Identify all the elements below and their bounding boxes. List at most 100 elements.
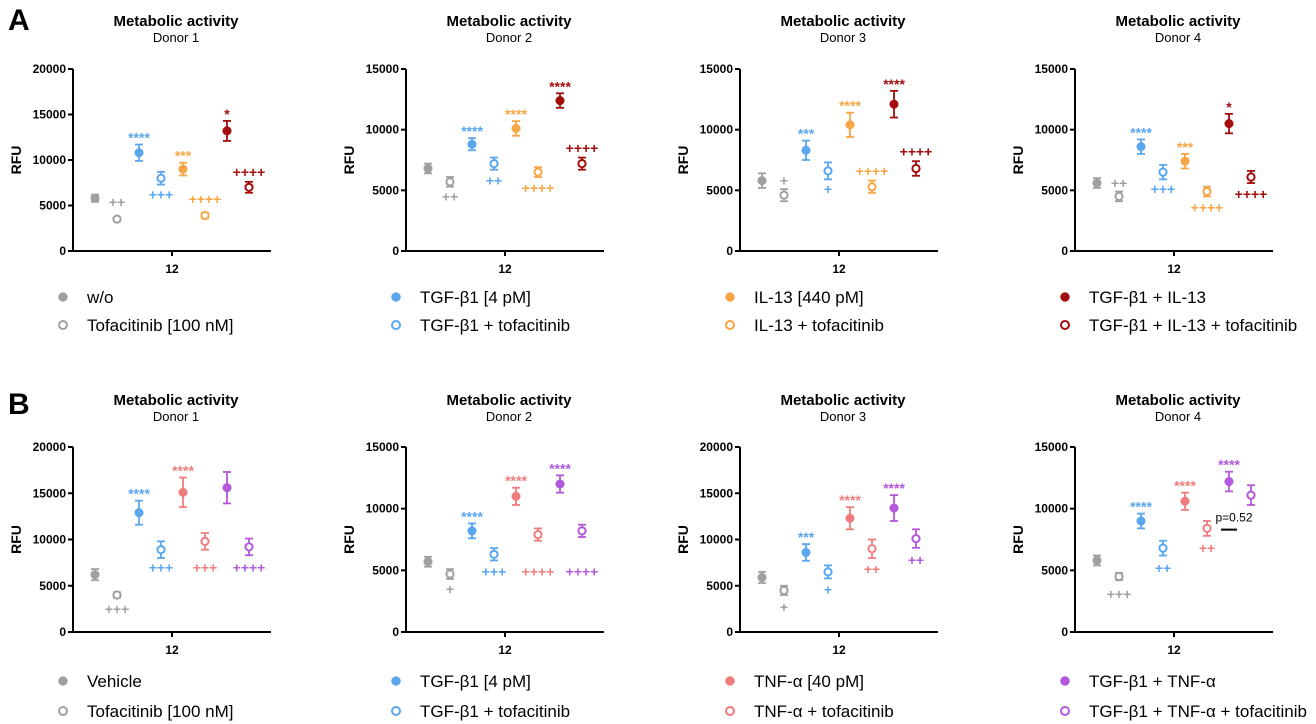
significance-label: ****	[461, 123, 483, 139]
comparison-label: ++++	[522, 180, 555, 196]
data-point	[244, 542, 254, 552]
y-tick-label: 20000	[700, 440, 734, 454]
chart-title: Metabolic activity	[113, 13, 239, 30]
legend-label: TGF-β1 + tofacitinib	[420, 702, 570, 721]
legend-item: Tofacitinib [100 nM]	[58, 702, 233, 721]
chart-title: Metabolic activity	[446, 13, 572, 30]
data-point	[244, 182, 254, 192]
data-point	[445, 177, 455, 187]
data-point	[445, 569, 455, 579]
y-tick-label: 15000	[33, 486, 67, 500]
x-tick-label: 12	[1167, 643, 1181, 657]
comparison-label: ++++	[566, 140, 599, 156]
legend-item: TGF-β1 + tofacitinib	[391, 316, 570, 335]
legend-marker	[58, 676, 68, 686]
data-point	[467, 139, 477, 149]
y-tick-label: 0	[1061, 244, 1068, 258]
data-point	[889, 503, 899, 513]
data-point	[1180, 496, 1190, 506]
y-tick-label: 20000	[33, 440, 67, 454]
y-tick-label: 5000	[39, 579, 66, 593]
data-point	[533, 529, 543, 540]
data-point	[1158, 167, 1168, 177]
chart-title: Metabolic activity	[113, 392, 239, 409]
y-tick-label: 5000	[1041, 563, 1068, 577]
comparison-label: +	[780, 599, 788, 615]
legend-marker	[58, 706, 68, 716]
data-point	[112, 214, 122, 224]
data-point	[1224, 476, 1234, 487]
comparison-label: ++	[908, 552, 924, 568]
y-axis-label: RFU	[1010, 146, 1026, 175]
legend-label: TGF-β1 + IL-13	[1089, 288, 1206, 307]
data-point	[845, 513, 855, 523]
data-point	[1136, 142, 1146, 152]
data-point	[222, 483, 232, 493]
data-point	[200, 536, 210, 546]
comparison-label: ++	[109, 194, 125, 210]
y-tick-label: 5000	[706, 579, 733, 593]
comparison-label: ++++	[900, 144, 933, 160]
y-tick-label: 0	[59, 625, 66, 639]
comparison-label: +++	[193, 559, 218, 575]
data-point	[489, 159, 499, 169]
chart-subtitle: Donor 3	[820, 30, 866, 45]
data-point	[222, 126, 232, 136]
legend-marker	[725, 320, 735, 330]
chart-title: Metabolic activity	[1115, 392, 1241, 409]
y-axis-label: RFU	[675, 146, 691, 175]
legend-marker	[1060, 320, 1070, 330]
chart-subtitle: Donor 3	[820, 409, 866, 424]
comparison-label: ++++	[1235, 186, 1268, 202]
chart-title: Metabolic activity	[446, 392, 572, 409]
chart-title: Metabolic activity	[780, 392, 906, 409]
comparison-label: ++++	[233, 164, 266, 180]
data-point	[178, 164, 188, 174]
y-tick-label: 5000	[372, 183, 399, 197]
significance-label: ***	[798, 126, 815, 142]
significance-label: ****	[505, 106, 527, 122]
significance-label: ****	[505, 473, 527, 489]
data-point	[178, 487, 188, 497]
data-point	[1246, 172, 1256, 182]
data-point	[779, 585, 789, 595]
y-axis-label: RFU	[1010, 525, 1026, 554]
data-point	[867, 182, 877, 192]
comparison-label: +++	[1151, 181, 1176, 197]
data-point	[801, 547, 811, 558]
y-tick-label: 15000	[1035, 440, 1069, 454]
data-point	[511, 123, 521, 134]
legend-label: TNF-α + tofacitinib	[754, 702, 894, 721]
legend-marker	[725, 676, 735, 686]
significance-label: ****	[1174, 478, 1196, 494]
y-tick-label: 5000	[372, 563, 399, 577]
legend-item: TGF-β1 + TNF-α + tofacitinib	[1060, 702, 1307, 721]
comparison-label: ++	[1111, 175, 1127, 191]
legend-label: TGF-β1 + TNF-α + tofacitinib	[1089, 702, 1307, 721]
significance-label: ****	[1130, 499, 1152, 515]
y-axis-label: RFU	[675, 525, 691, 554]
data-point	[867, 544, 877, 554]
x-tick-label: 12	[832, 643, 846, 657]
y-tick-label: 10000	[33, 153, 67, 167]
comparison-label: ++	[486, 173, 502, 189]
legend-label: TGF-β1 + TNF-α	[1089, 672, 1216, 691]
y-tick-label: 15000	[700, 62, 734, 76]
legend-label: TGF-β1 + IL-13 + tofacitinib	[1089, 316, 1297, 335]
legend-item: IL-13 + tofacitinib	[725, 316, 884, 335]
y-tick-label: 10000	[1035, 123, 1069, 137]
comparison-label: +	[824, 581, 832, 597]
data-point	[889, 99, 899, 109]
significance-label: ***	[175, 148, 192, 164]
y-tick-label: 10000	[366, 502, 400, 516]
significance-label: ****	[1130, 124, 1152, 140]
chart-subtitle: Donor 1	[153, 409, 199, 424]
y-tick-label: 0	[392, 244, 399, 258]
significance-label: ****	[883, 480, 905, 496]
significance-label: ***	[798, 529, 815, 545]
